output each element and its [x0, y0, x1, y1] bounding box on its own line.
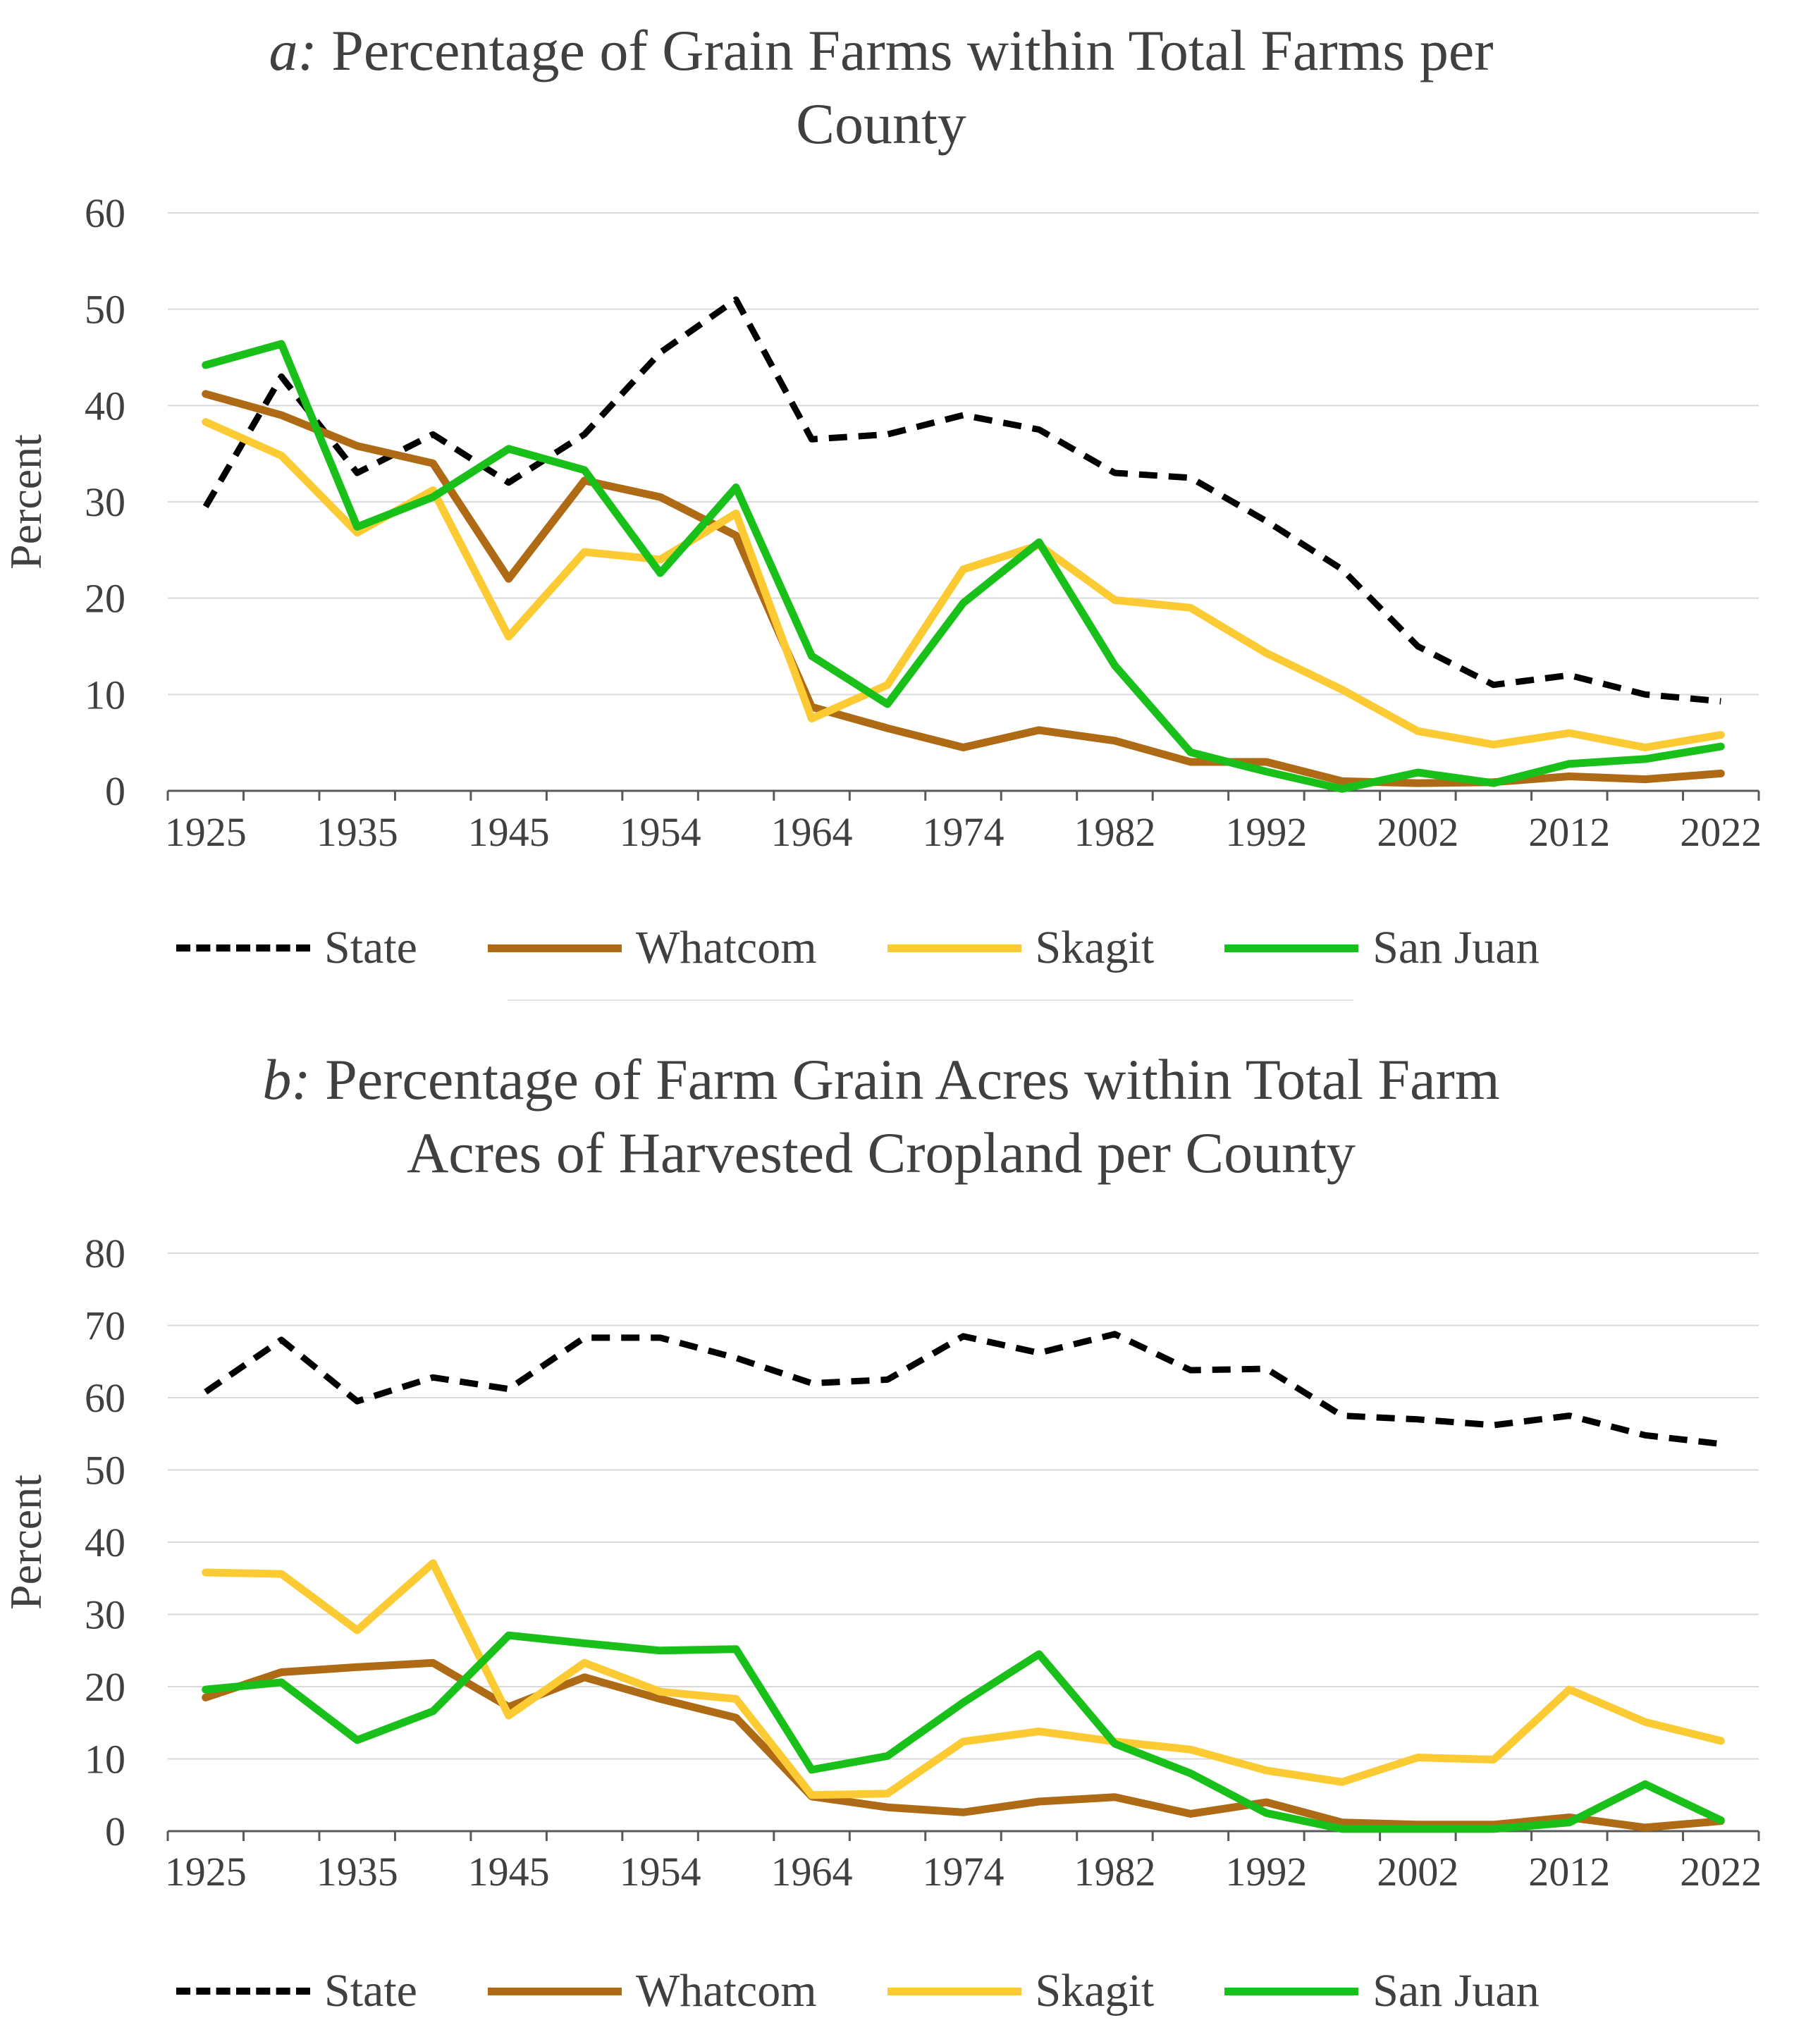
- y-tick-label: 20: [85, 576, 125, 622]
- y-tick-label: 30: [85, 1592, 125, 1638]
- y-tick-label: 40: [85, 1520, 125, 1565]
- legend-label: Skagit: [1035, 1965, 1155, 2017]
- legend-label: Whatcom: [635, 922, 817, 973]
- series-line-whatcom: [202, 1658, 1725, 1832]
- chart-b-plot: 0 10 20 30 40 50 60 70 80 1925 1935 1945 1954 1964 197…: [1, 1231, 1762, 1895]
- legend-label: Skagit: [1035, 922, 1155, 973]
- x-tick-label: 1925: [165, 809, 247, 855]
- y-tick-label: 30: [85, 479, 125, 525]
- chart-b-title-line1: Percentage of Farm Grain Acres within To…: [325, 1047, 1500, 1112]
- legend-swatch: [176, 1988, 310, 1995]
- panel-divider: [508, 999, 1353, 1001]
- x-tick-label: 2002: [1377, 1849, 1458, 1895]
- series-line-whatcom: [202, 390, 1725, 787]
- y-axis-label: Percent: [1, 1474, 51, 1610]
- legend-item: State: [176, 921, 417, 975]
- x-tick-label: 2022: [1680, 1849, 1762, 1895]
- legend-item: Skagit: [887, 1964, 1155, 2018]
- x-tick-label: 2012: [1528, 809, 1610, 855]
- x-tick-label: 2002: [1377, 809, 1458, 855]
- y-tick-label: 60: [85, 1375, 125, 1421]
- y-tick-label: 10: [85, 1737, 125, 1783]
- legend-item: Whatcom: [487, 1964, 817, 2018]
- legend-label: State: [324, 922, 417, 973]
- y-tick-label: 80: [85, 1231, 125, 1276]
- y-tick-label: 40: [85, 383, 125, 429]
- chart-a-title: a: Percentage of Grain Farms within Tota…: [141, 14, 1621, 161]
- chart-a-legend: State Whatcom Skagit San Juan: [176, 916, 1610, 980]
- y-tick-label: 0: [105, 768, 125, 814]
- legend-swatch: [1224, 1987, 1359, 1995]
- legend-swatch: [487, 944, 622, 952]
- y-tick-label: 50: [85, 1448, 125, 1494]
- chart-a-title-line1: Percentage of Grain Farms within Total F…: [331, 18, 1494, 82]
- chart-b-title-prefix: b:: [262, 1047, 311, 1112]
- series-line-skagit: [202, 418, 1725, 751]
- legend-item: Skagit: [887, 921, 1155, 975]
- chart-b-title-line2: Acres of Harvested Cropland per County: [407, 1121, 1356, 1185]
- x-tick-label: 1992: [1225, 1849, 1307, 1895]
- legend-label: Whatcom: [635, 1965, 817, 2017]
- series-line-state: [204, 1331, 1721, 1448]
- x-tick-label: 1954: [620, 809, 701, 855]
- legend-swatch: [887, 1987, 1021, 1995]
- legend-swatch: [487, 1987, 622, 1995]
- x-tick-label: 2012: [1528, 1849, 1610, 1895]
- x-tick-label: 1964: [771, 809, 853, 855]
- x-tick-label: 1945: [468, 1849, 550, 1895]
- x-tick-label: 1974: [923, 809, 1004, 855]
- y-tick-label: 50: [85, 287, 125, 333]
- x-tick-label: 1982: [1074, 1849, 1155, 1895]
- chart-a-title-line2: County: [796, 92, 966, 156]
- series-line-state: [202, 296, 1721, 705]
- legend-label: State: [324, 1965, 417, 2017]
- legend-item: State: [176, 1964, 417, 2018]
- legend-label: San Juan: [1372, 1965, 1540, 2017]
- y-axis-label: Percent: [1, 434, 51, 570]
- y-tick-label: 70: [85, 1303, 125, 1349]
- chart-b-title: b: Percentage of Farm Grain Acres within…: [141, 1043, 1621, 1190]
- y-tick-label: 10: [85, 672, 125, 718]
- x-tick-label: 1935: [317, 809, 398, 855]
- x-tick-label: 1935: [317, 1849, 398, 1895]
- y-tick-label: 20: [85, 1664, 125, 1710]
- x-tick-label: 1945: [468, 809, 550, 855]
- y-tick-label: 0: [105, 1809, 125, 1854]
- legend-label: San Juan: [1372, 922, 1540, 973]
- legend-item: San Juan: [1224, 1964, 1540, 2018]
- legend-swatch: [887, 944, 1021, 952]
- legend-item: San Juan: [1224, 921, 1540, 975]
- x-tick-label: 1974: [923, 1849, 1004, 1895]
- series-line-san-juan: [202, 1631, 1725, 1833]
- x-tick-label: 2022: [1680, 809, 1762, 855]
- y-tick-label: 60: [85, 190, 125, 236]
- legend-swatch: [1224, 944, 1359, 952]
- x-tick-label: 1954: [620, 1849, 701, 1895]
- legend-swatch: [176, 944, 310, 952]
- chart-b-legend: State Whatcom Skagit San Juan: [176, 1959, 1610, 2023]
- x-tick-label: 1964: [771, 1849, 853, 1895]
- x-tick-label: 1982: [1074, 809, 1155, 855]
- chart-panel-a: a: Percentage of Grain Farms within Tota…: [0, 0, 1794, 1001]
- chart-a-plot: 0 10 20 30 40 50 60 1925 1935 1945 1954 1964 1974 198…: [1, 190, 1762, 855]
- chart-a-title-prefix: a:: [269, 18, 317, 82]
- legend-item: Whatcom: [487, 921, 817, 975]
- series-line-san-juan: [202, 340, 1725, 793]
- x-tick-label: 1992: [1225, 809, 1307, 855]
- chart-panel-b: b: Percentage of Farm Grain Acres within…: [0, 1008, 1794, 2044]
- x-tick-label: 1925: [165, 1849, 247, 1895]
- series-line-skagit: [202, 1559, 1725, 1799]
